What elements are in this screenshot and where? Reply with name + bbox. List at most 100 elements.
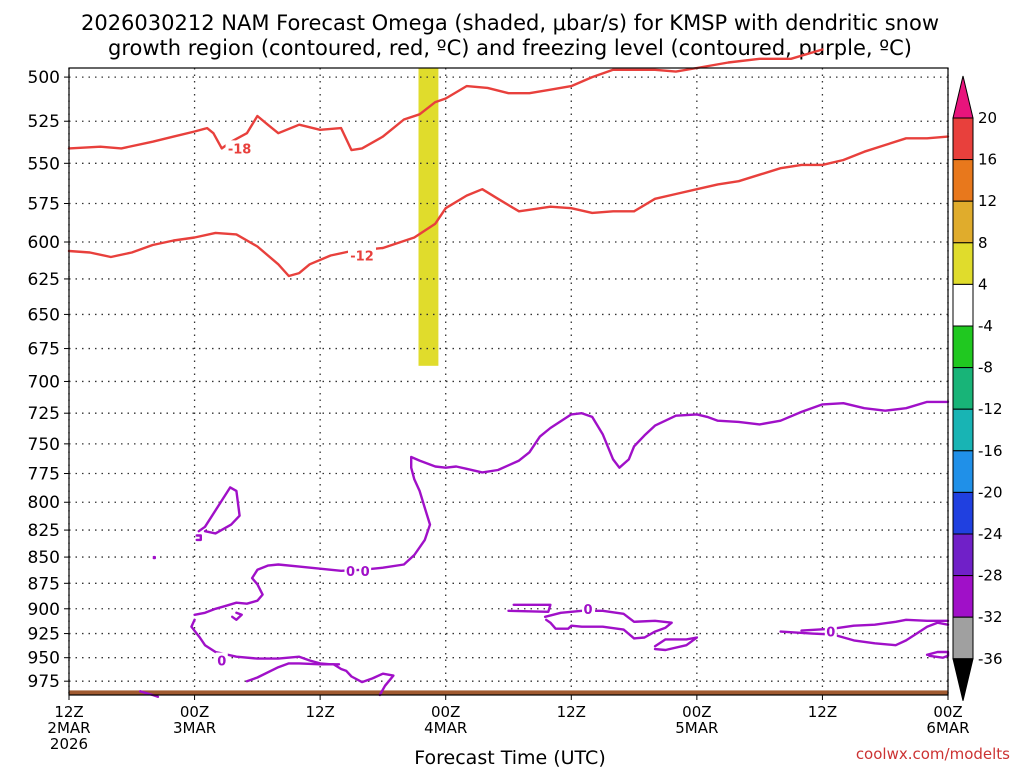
y-tick-label: 900 — [28, 600, 60, 620]
surface-band — [69, 690, 948, 695]
y-tick-label: 925 — [28, 625, 60, 645]
x-tick-label: 12Z — [808, 703, 837, 721]
contour-label: 0 — [361, 565, 370, 580]
x-tick-label: 2MAR — [47, 719, 90, 737]
x-tick-label: 00Z — [682, 703, 711, 721]
colorbar: 20 16 12 8 4 -4 -8 -12 -16 -20 -24 -28 -32 -36 — [952, 75, 1003, 701]
colorbar-bottom-arrow — [952, 658, 974, 701]
contour-label-bg — [582, 600, 595, 616]
colorbar-swatch — [952, 117, 974, 161]
omega-shade-region — [418, 68, 439, 366]
colorbar-label: 20 — [978, 109, 997, 127]
colorbar-swatch — [952, 533, 974, 577]
y-tick-label: 525 — [28, 112, 60, 132]
contour-label-layer: -18-12000000 — [215, 140, 837, 670]
colorbar-swatch — [952, 200, 974, 244]
y-tick-label: 850 — [28, 548, 60, 568]
colorbar-swatch — [952, 242, 974, 285]
x-tick-label: 00Z — [180, 703, 209, 721]
contour-0-f — [195, 534, 203, 542]
colorbar-label: -8 — [978, 359, 993, 377]
contour-label-bg — [215, 652, 228, 668]
contour-0-d — [190, 618, 341, 666]
colorbar-swatch — [952, 616, 974, 660]
surface-band-layer — [69, 690, 948, 695]
colorbar-label: 12 — [978, 192, 997, 210]
contour-0-c — [193, 400, 950, 616]
y-tick-label: 625 — [28, 270, 60, 290]
contour-label: 0 — [826, 626, 835, 641]
x-tick-label: 00Z — [431, 703, 460, 721]
contour-0-g — [507, 603, 552, 613]
contour-0-e — [230, 611, 243, 621]
y-tick-label: 800 — [28, 493, 60, 513]
y-tick-label: 650 — [28, 305, 60, 325]
y-tick-label: 700 — [28, 372, 60, 392]
colorbar-top-arrow — [952, 75, 974, 119]
contour-label: -12 — [350, 249, 374, 264]
contour-label-bg — [225, 140, 254, 156]
y-tick-label: 675 — [28, 340, 60, 360]
contour-0-b — [245, 662, 395, 697]
colorbar-swatch — [952, 450, 974, 493]
credit-text: coolwx.com/modelts — [856, 745, 1010, 763]
contour--12 — [67, 135, 950, 278]
x-tick-label: 4MAR — [424, 719, 467, 737]
x-tick-label: 6MAR — [926, 719, 969, 737]
x-tick-label: 12Z — [54, 703, 83, 721]
contour-label-bg — [348, 247, 376, 263]
x-tick-label: 12Z — [305, 703, 334, 721]
colorbar-label: 16 — [978, 151, 997, 169]
colorbar-swatch — [952, 575, 974, 618]
y-tick-label: 975 — [28, 672, 60, 692]
contour-layer — [67, 48, 950, 698]
y-tick-label: 825 — [28, 521, 60, 541]
colorbar-label: 4 — [978, 275, 988, 293]
contour-label: -18 — [228, 142, 252, 157]
contour--18 — [67, 48, 824, 152]
colorbar-swatch — [952, 325, 974, 369]
plot-background — [69, 68, 948, 695]
contour-0-i — [653, 636, 699, 652]
colorbar-label: -28 — [978, 567, 1003, 585]
colorbar-label: -16 — [978, 442, 1003, 460]
colorbar-label: -12 — [978, 400, 1003, 418]
x-tick-label: 12Z — [557, 703, 586, 721]
contour-label: 0 — [346, 565, 355, 580]
contour-0-a — [197, 486, 241, 535]
colorbar-label: -4 — [978, 317, 993, 335]
colorbar-label: -36 — [978, 650, 1003, 668]
x-tick-label: 00Z — [933, 703, 962, 721]
y-tick-label: 750 — [28, 435, 60, 455]
contour-label: 0 — [584, 603, 593, 618]
colorbar-swatch — [952, 491, 974, 535]
colorbar-swatch — [952, 283, 974, 327]
x-tick-label: 5MAR — [675, 719, 718, 737]
colorbar-label: -32 — [978, 608, 1003, 626]
colorbar-label: -24 — [978, 525, 1003, 543]
plot-area — [69, 68, 948, 695]
contour-0-m — [152, 555, 157, 560]
y-tick-label: 500 — [28, 68, 60, 88]
y-tick-label: 550 — [28, 154, 60, 174]
colorbar-label: -20 — [978, 483, 1003, 501]
colorbar-swatch — [952, 367, 974, 410]
contour-label-bg — [359, 562, 372, 578]
contour-0-h — [543, 609, 673, 640]
contour-label-bg — [824, 623, 837, 639]
chart-title-line1: 2026030212 NAM Forecast Omega (shaded, μ… — [81, 11, 939, 35]
y-tick-label: 575 — [28, 195, 60, 215]
contour-label-bg — [344, 562, 357, 578]
y-tick-label: 950 — [28, 649, 60, 669]
colorbar-swatch — [952, 159, 974, 202]
chart-title-line2: growth region (contoured, red, ºC) and f… — [108, 36, 912, 60]
y-tick-label: 725 — [28, 404, 60, 424]
y-axis-ticks: 500 525 550 575 600 625 650 675 700 725 750 775 800 8… — [28, 68, 69, 692]
omega-shading-layer — [418, 68, 439, 366]
colorbar-swatch — [952, 408, 974, 452]
x-axis-label: Forecast Time (UTC) — [414, 747, 605, 768]
x-tick-label: 2026 — [50, 735, 88, 753]
contour-label: 0 — [217, 655, 226, 670]
